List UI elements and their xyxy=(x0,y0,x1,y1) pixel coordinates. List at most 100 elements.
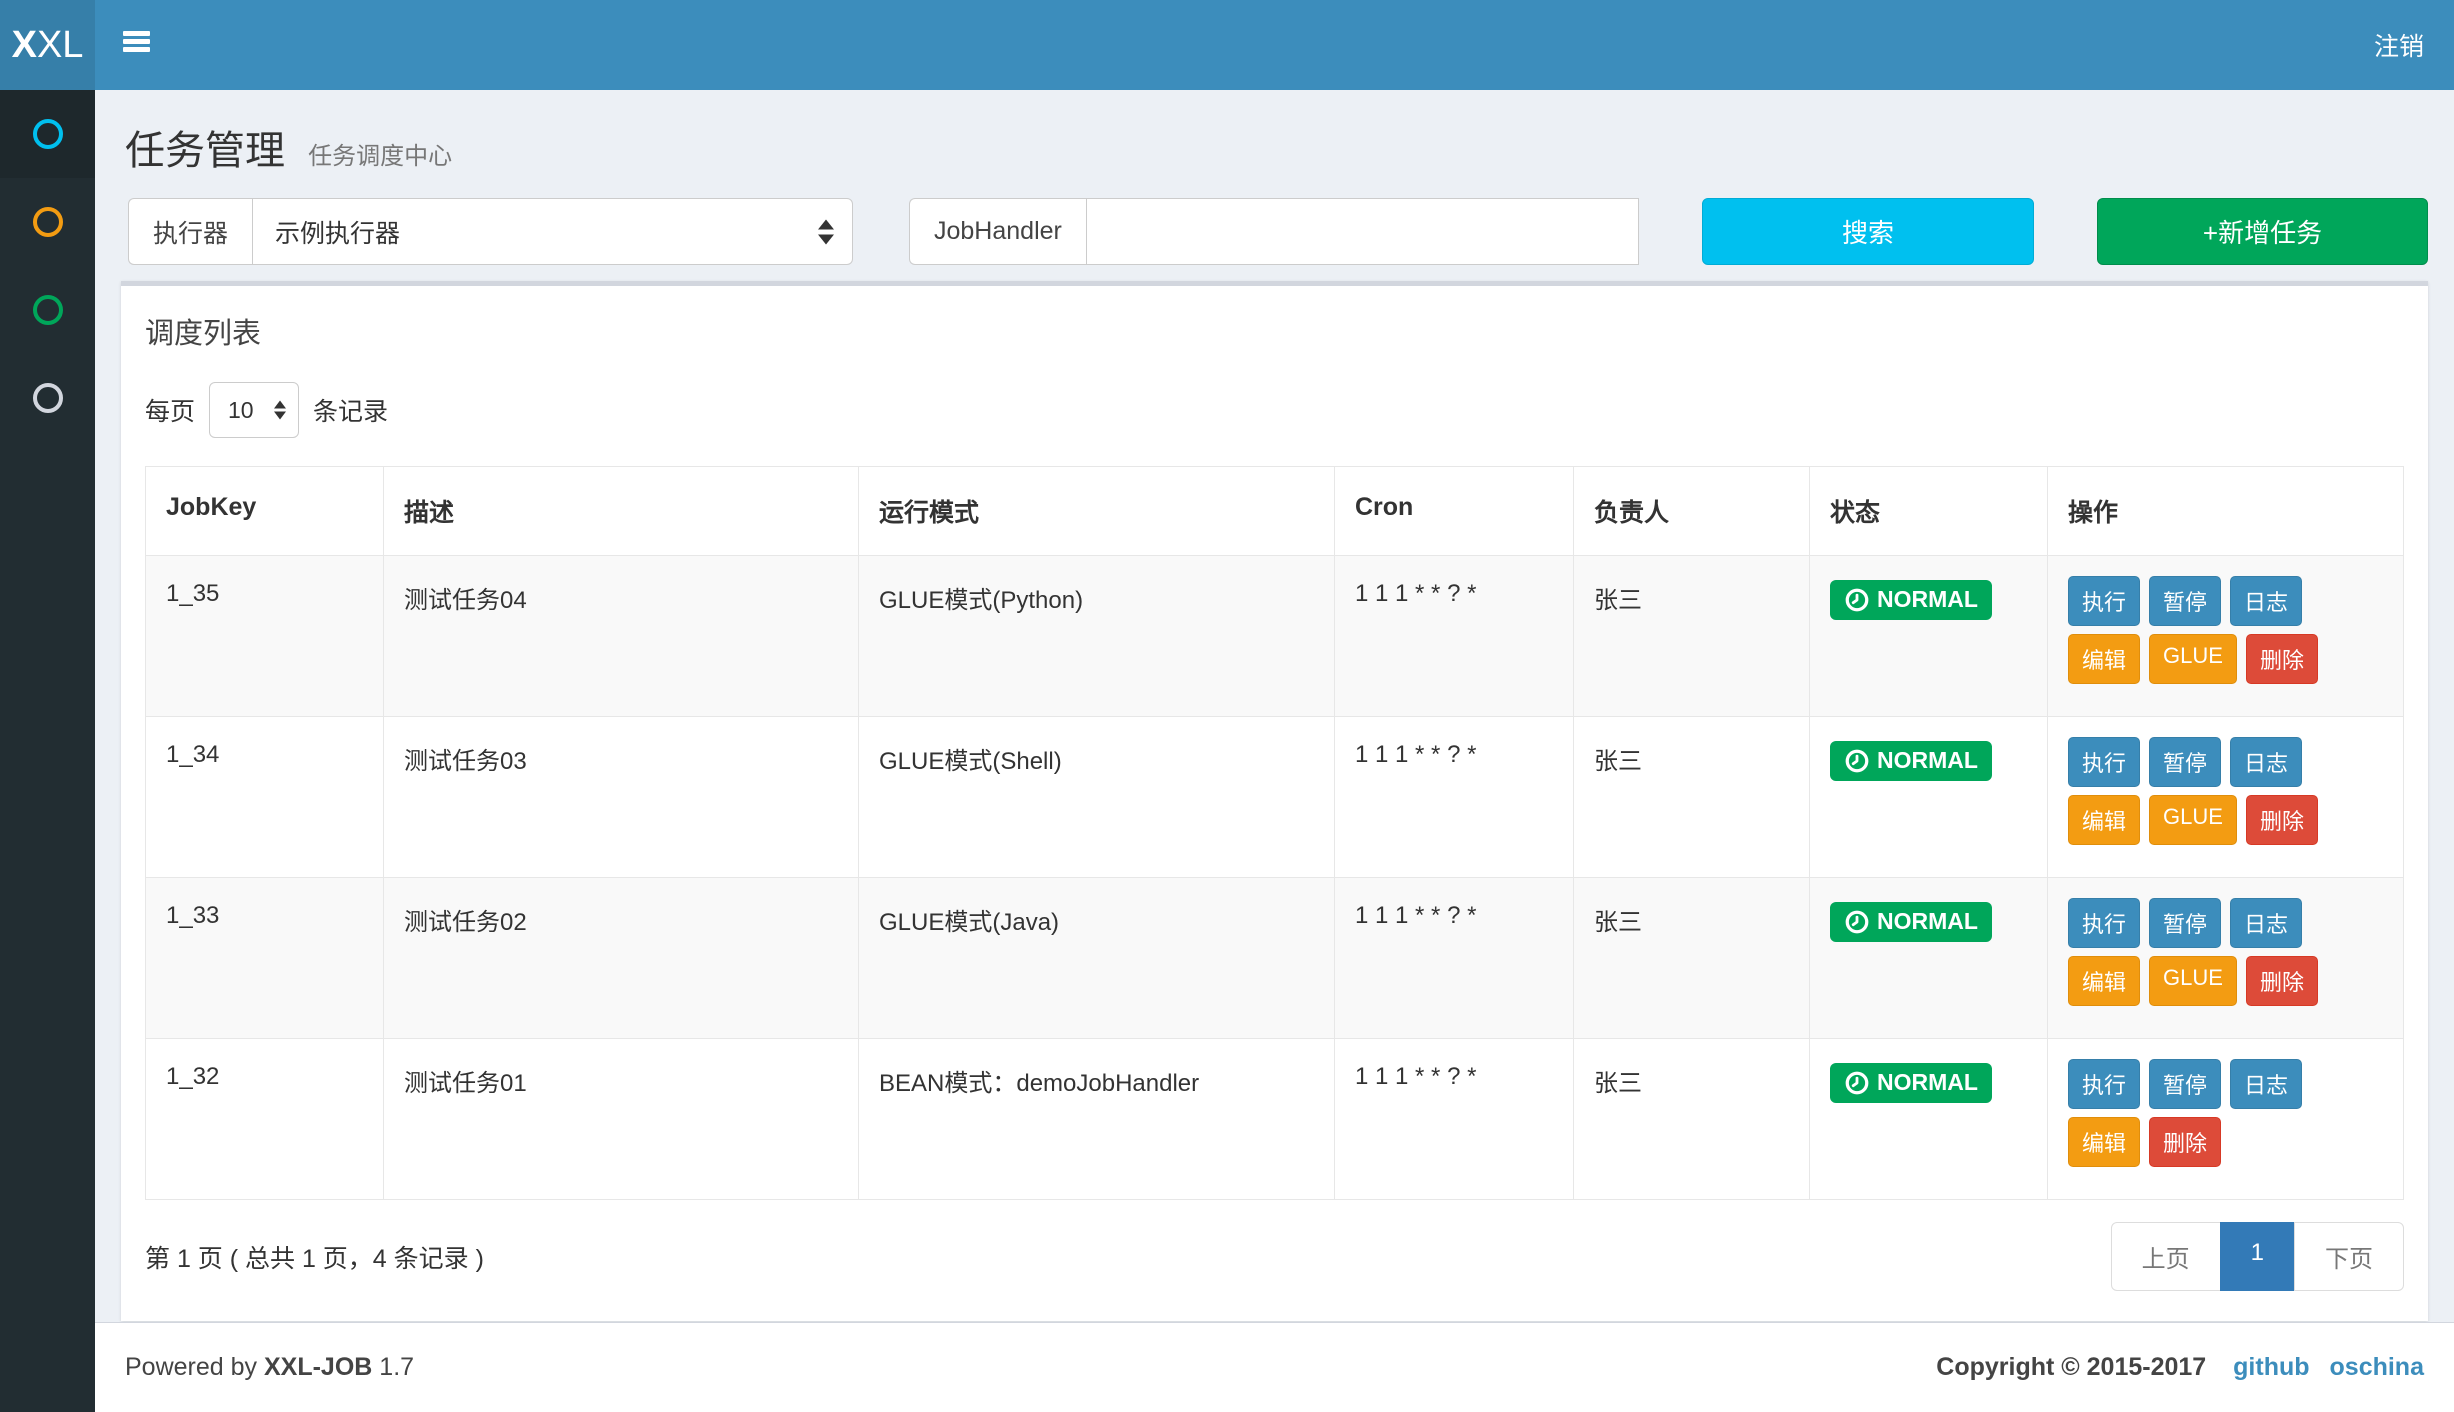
search-button[interactable]: 搜索 xyxy=(1702,198,2034,265)
job-key-cell: 1_32 xyxy=(145,1038,384,1200)
table-row: 1_35 测试任务04 GLUE模式(Python) 1 1 1 * * ? * 张三 N… xyxy=(145,555,2404,717)
action-button-暂停[interactable]: 暂停 xyxy=(2149,1059,2222,1109)
executor-selected-value: 示例执行器 xyxy=(275,219,401,248)
mode-cell: GLUE模式(Python) xyxy=(858,555,1335,717)
owner-cell: 张三 xyxy=(1573,716,1810,878)
action-button-删除[interactable]: 删除 xyxy=(2245,634,2318,684)
action-button-日志[interactable]: 日志 xyxy=(2230,737,2303,787)
description-cell: 测试任务03 xyxy=(383,716,859,878)
action-button-暂停[interactable]: 暂停 xyxy=(2149,576,2222,626)
circle-o-icon xyxy=(32,383,63,413)
navbar: 注销 xyxy=(95,0,2454,90)
action-button-日志[interactable]: 日志 xyxy=(2230,576,2303,626)
action-button-删除[interactable]: 删除 xyxy=(2245,956,2318,1006)
column-header: 运行模式 xyxy=(858,466,1335,556)
pagination-prev-button[interactable]: 上页 xyxy=(2110,1222,2221,1291)
action-button-暂停[interactable]: 暂停 xyxy=(2149,898,2222,948)
sidebar-nav-item-2[interactable] xyxy=(0,178,95,266)
cron-cell: 1 1 1 * * ? * xyxy=(1334,1038,1574,1200)
action-button-日志[interactable]: 日志 xyxy=(2230,1059,2303,1109)
page-size-select[interactable]: 10 xyxy=(209,382,300,438)
powered-by: Powered by XXL-JOB 1.7 xyxy=(125,1353,415,1381)
add-job-button[interactable]: +新增任务 xyxy=(2097,198,2428,265)
action-button-编辑[interactable]: 编辑 xyxy=(2068,795,2141,845)
action-button-执行[interactable]: 执行 xyxy=(2068,737,2141,787)
footer: Powered by XXL-JOB 1.7 Copyright © 2015-… xyxy=(95,1322,2454,1412)
clock-icon xyxy=(1845,588,1869,612)
column-header: 状态 xyxy=(1809,466,2048,556)
sidebar-nav-item-3[interactable] xyxy=(0,266,95,354)
actions-cell: 执行 暂停 日志编辑 删除 xyxy=(2047,1038,2404,1200)
column-header: JobKey xyxy=(145,466,384,556)
status-cell: NORMAL xyxy=(1809,1038,2048,1200)
actions-cell: 执行 暂停 日志编辑 GLUE 删除 xyxy=(2047,716,2404,878)
cron-cell: 1 1 1 * * ? * xyxy=(1334,716,1574,878)
pagination-next-button[interactable]: 下页 xyxy=(2294,1222,2404,1291)
table-row: 1_32 测试任务01 BEAN模式：demoJobHandler 1 1 1 * *… xyxy=(145,1038,2404,1200)
content-wrapper: 任务管理 任务调度中心 执行器 示例执行器 JobHandler 搜索 +新增任… xyxy=(95,90,2454,1322)
table-row: 1_33 测试任务02 GLUE模式(Java) 1 1 1 * * ? * 张三 NOR… xyxy=(145,877,2404,1039)
status-cell: NORMAL xyxy=(1809,716,2048,878)
page-size-control: 每页 10 条记录 xyxy=(145,382,2404,438)
jobhandler-group: JobHandler xyxy=(909,198,1639,265)
status-cell: NORMAL xyxy=(1809,877,2048,1039)
action-button-删除[interactable]: 删除 xyxy=(2149,1117,2222,1167)
table-header-row: JobKey 描述 运行模式 Cron 负责人 状态 操作 xyxy=(145,466,2404,556)
sidebar-toggle-icon[interactable] xyxy=(123,31,150,55)
action-button-编辑[interactable]: 编辑 xyxy=(2068,956,2141,1006)
action-button-执行[interactable]: 执行 xyxy=(2068,1059,2141,1109)
action-button-日志[interactable]: 日志 xyxy=(2230,898,2303,948)
filter-row: 执行器 示例执行器 JobHandler 搜索 +新增任务 xyxy=(95,176,2454,281)
brand-name: XXL-JOB xyxy=(263,1353,373,1381)
clock-icon xyxy=(1845,749,1869,773)
footer-link-oschina[interactable]: oschina xyxy=(2329,1353,2424,1381)
action-button-glue[interactable]: GLUE xyxy=(2149,956,2237,1006)
column-header: 操作 xyxy=(2047,466,2404,556)
jobhandler-input[interactable] xyxy=(1085,198,1639,265)
owner-cell: 张三 xyxy=(1573,1038,1810,1200)
owner-cell: 张三 xyxy=(1573,555,1810,717)
top-navbar: X XL 注销 xyxy=(0,0,2454,90)
column-header: 描述 xyxy=(383,466,859,556)
app-logo[interactable]: X XL xyxy=(0,0,95,90)
action-button-编辑[interactable]: 编辑 xyxy=(2068,634,2141,684)
logout-link[interactable]: 注销 xyxy=(2373,33,2424,61)
select-arrows-icon xyxy=(274,400,287,420)
status-cell: NORMAL xyxy=(1809,555,2048,717)
status-badge: NORMAL xyxy=(1830,902,1992,942)
cron-cell: 1 1 1 * * ? * xyxy=(1334,555,1574,717)
footer-link-github[interactable]: github xyxy=(2233,1353,2310,1381)
jobhandler-label: JobHandler xyxy=(909,198,1086,265)
sidebar-nav-item-4[interactable] xyxy=(0,354,95,442)
panel-title: 调度列表 xyxy=(145,318,262,350)
actions-cell: 执行 暂停 日志编辑 GLUE 删除 xyxy=(2047,877,2404,1039)
pagination-row: 第 1 页 ( 总共 1 页，4 条记录 ) 上页 1 下页 xyxy=(145,1200,2404,1321)
page-size-suffix: 条记录 xyxy=(313,398,389,426)
owner-cell: 张三 xyxy=(1573,877,1810,1039)
action-button-glue[interactable]: GLUE xyxy=(2149,634,2237,684)
action-button-删除[interactable]: 删除 xyxy=(2245,795,2318,845)
action-button-执行[interactable]: 执行 xyxy=(2068,576,2141,626)
clock-icon xyxy=(1845,910,1869,934)
action-button-暂停[interactable]: 暂停 xyxy=(2149,737,2222,787)
action-button-编辑[interactable]: 编辑 xyxy=(2068,1117,2141,1167)
sidebar-nav-item-1[interactable] xyxy=(0,90,95,178)
mode-cell: BEAN模式：demoJobHandler xyxy=(858,1038,1335,1200)
copyright-area: Copyright © 2015-2017 github oschina xyxy=(1936,1353,2424,1382)
action-button-执行[interactable]: 执行 xyxy=(2068,898,2141,948)
app-logo-bold: X xyxy=(11,23,37,66)
pagination-current-page[interactable]: 1 xyxy=(2219,1222,2295,1291)
mode-cell: GLUE模式(Java) xyxy=(858,877,1335,1039)
executor-select[interactable]: 示例执行器 xyxy=(252,198,853,265)
pager: 上页 1 下页 xyxy=(2110,1222,2404,1291)
executor-group: 执行器 示例执行器 xyxy=(128,198,853,265)
job-table: JobKey 描述 运行模式 Cron 负责人 状态 操作 1_35 测试任务04 GLUE模式… xyxy=(145,466,2404,1200)
job-key-cell: 1_34 xyxy=(145,716,384,878)
status-badge: NORMAL xyxy=(1830,1063,1992,1103)
app-logo-light: XL xyxy=(36,23,84,66)
actions-cell: 执行 暂停 日志编辑 GLUE 删除 xyxy=(2047,555,2404,717)
column-header: Cron xyxy=(1334,466,1574,556)
column-header: 负责人 xyxy=(1573,466,1810,556)
action-button-glue[interactable]: GLUE xyxy=(2149,795,2237,845)
job-key-cell: 1_35 xyxy=(145,555,384,717)
